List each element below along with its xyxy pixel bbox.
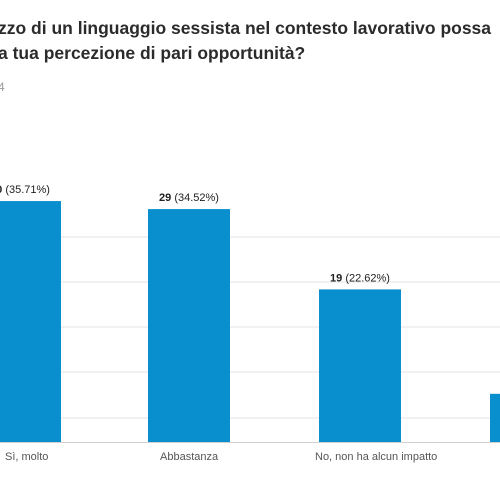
bar-percent-label-1: (34.52%) [171,192,219,204]
bar-0[interactable] [0,201,61,442]
x-tick-label-0: Sì, molto [5,451,48,463]
bar-count-label-2: 19 [330,272,342,284]
x-tick-label-1: Abbastanza [160,451,219,463]
bar-value-label-1: 29 (34.52%) [159,192,219,204]
bar-percent-label-2: (22.62%) [342,272,390,284]
bars [0,201,500,442]
bar-count-label-0: 30 [0,184,2,196]
x-tick-label-2: No, non ha alcun impatto [315,451,437,463]
bar-2[interactable] [319,289,401,442]
bar-1[interactable] [148,209,230,442]
grid-lines [0,236,500,443]
bar-count-label-1: 29 [159,192,171,204]
bar-percent-label-0: (35.71%) [2,184,50,196]
bar-value-label-2: 19 (22.62%) [330,272,390,284]
respondent-count: 4 [0,80,5,94]
x-axis-tick-labels: Sì, molto Abbastanza No, non ha alcun impa… [5,451,437,463]
bar-value-labels: 30 (35.71%) 29 (34.52%) 19 (22.62%) [0,184,390,284]
bar-value-label-0: 30 (35.71%) [0,184,50,196]
chart-title-line-1: zzo di un linguaggio sessista nel contes… [0,18,492,38]
bar-3[interactable] [490,393,500,442]
chart-title-line-2: a tua percezione di pari opportunità? [0,43,306,63]
